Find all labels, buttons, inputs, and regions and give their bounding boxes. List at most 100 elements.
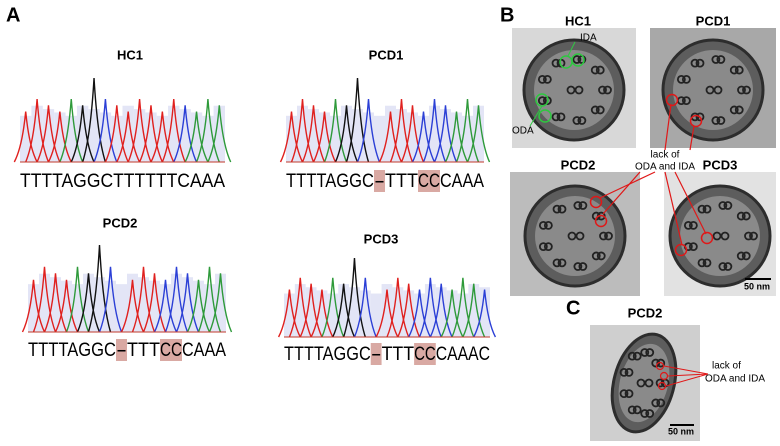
trace-band (156, 115, 169, 162)
doublet (542, 74, 552, 84)
peak (321, 277, 345, 338)
peak (301, 105, 326, 163)
doublet (681, 74, 691, 84)
marker (674, 243, 688, 257)
doublet (734, 65, 744, 75)
panel-label: A (6, 4, 20, 26)
image-title: HC1 (565, 13, 591, 28)
peak (433, 105, 458, 163)
doublet (697, 258, 707, 268)
peak (473, 289, 497, 338)
trace-band (374, 115, 385, 162)
peak (76, 273, 101, 333)
em-image (664, 172, 776, 296)
doublet (737, 85, 746, 95)
peak (120, 279, 145, 333)
trace-title: PCD2 (103, 215, 138, 230)
peak (462, 283, 486, 338)
trace-band (435, 287, 447, 337)
trace-band (133, 109, 146, 162)
peak (288, 277, 312, 338)
trace-band (204, 284, 215, 332)
doublet (551, 112, 561, 122)
scale-bar: 50 nm (668, 426, 694, 436)
arrow (664, 103, 672, 151)
peak (13, 111, 38, 163)
central-pair (644, 378, 654, 388)
peak (411, 111, 436, 163)
central-pair (705, 85, 715, 95)
trace-title: PCD1 (369, 47, 404, 62)
trace-band (61, 280, 72, 332)
peak (386, 277, 410, 338)
peak (455, 98, 480, 163)
doublet (619, 389, 629, 399)
image-title: PCD1 (696, 13, 731, 28)
peak (142, 273, 167, 333)
trace-band (190, 112, 203, 162)
arrow (674, 171, 707, 235)
peak (173, 105, 198, 163)
doublet (537, 74, 547, 84)
peak (116, 111, 141, 163)
central-pair (720, 231, 730, 241)
trace-band (31, 105, 43, 162)
doublet (590, 65, 600, 75)
trace-band (316, 290, 328, 337)
scale-line (745, 278, 771, 280)
peak (279, 111, 304, 163)
doublet (702, 258, 712, 268)
sequence: TTTTAGGC (286, 171, 374, 192)
doublet (624, 367, 634, 377)
trace-band (122, 105, 134, 162)
trace-band (407, 112, 418, 162)
sequence: CAAAC (436, 344, 490, 365)
doublet (603, 85, 612, 95)
doublet (741, 251, 751, 261)
trace-title: HC1 (117, 47, 143, 62)
trace-band (440, 109, 451, 162)
marker (700, 231, 714, 245)
trace-band (341, 105, 352, 162)
doublet (681, 96, 691, 106)
trace-band (327, 293, 339, 337)
label: IDA (580, 33, 597, 44)
sequence: TTT (127, 340, 160, 361)
trace-band (28, 284, 39, 332)
peak (186, 279, 211, 333)
highlight (116, 339, 127, 361)
doublet (711, 55, 721, 64)
trace-band (462, 115, 473, 162)
doublet (573, 201, 583, 210)
peak (104, 105, 129, 163)
trace-band (83, 273, 94, 332)
doublet (578, 262, 588, 271)
peak (408, 289, 431, 338)
trace-band (116, 284, 127, 332)
trace-band (338, 284, 350, 337)
peak (138, 105, 163, 163)
peak (375, 289, 399, 338)
peak (310, 289, 334, 338)
doublet (640, 409, 650, 418)
doublet (577, 116, 587, 125)
doublet (718, 201, 728, 210)
annotation: lack of (651, 150, 680, 161)
peak (21, 279, 46, 333)
em-image (510, 172, 640, 296)
marker (538, 109, 552, 123)
doublet (543, 220, 553, 230)
peak (32, 266, 57, 333)
em-image (590, 325, 700, 441)
trace-band (429, 105, 440, 162)
doublet (556, 112, 566, 122)
doublet (591, 251, 601, 261)
trace-band (179, 109, 191, 162)
trace-band (473, 105, 484, 162)
sequence: CAAA (440, 171, 484, 192)
trace-band (392, 287, 404, 337)
doublet (744, 231, 753, 241)
sequence: - (371, 344, 382, 365)
peak (332, 283, 356, 338)
